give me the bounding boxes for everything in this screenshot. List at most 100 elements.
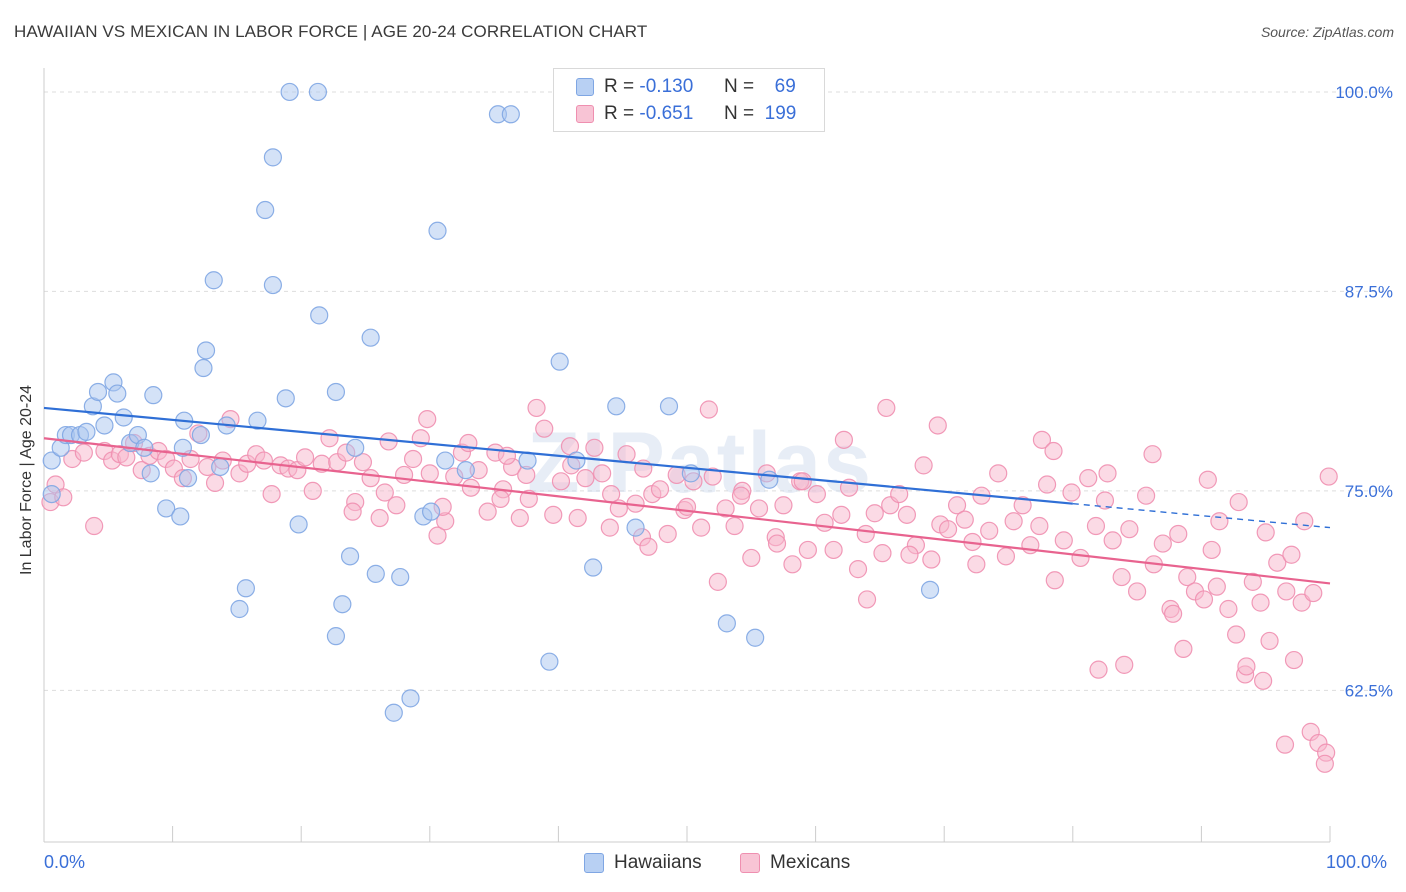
mexicans-point [774, 496, 793, 515]
mexicans-point [544, 505, 563, 524]
hawaiians-point [567, 451, 586, 470]
mexicans-point [658, 524, 677, 544]
mexicans-point [403, 449, 423, 469]
mexicans-point [74, 443, 93, 462]
mexicans-point [576, 469, 595, 488]
mexicans-point [865, 504, 884, 523]
hawaiians-swatch [576, 78, 594, 96]
hawaiians-point [584, 558, 603, 577]
y-tick-label: 100.0% [1335, 83, 1393, 102]
mexicans-point [1089, 660, 1108, 679]
mexicans-point [375, 483, 394, 502]
hawaiians-point [501, 105, 520, 124]
mexicans-point [980, 521, 999, 540]
mexicans-point [1079, 469, 1098, 488]
hawaiians-point [144, 386, 163, 405]
mexicans-point [856, 524, 875, 544]
mexicans-point [692, 518, 711, 537]
hawaiians-point [659, 397, 679, 416]
hawaiians-legend-swatch [584, 853, 604, 873]
r-label: R = [604, 76, 635, 97]
mexicans-point [1282, 545, 1301, 564]
legend-label-hawaiians: Hawaiians [614, 852, 702, 873]
mexicans-point [832, 505, 851, 524]
hawaiians-point [42, 484, 61, 504]
mexicans-point [1268, 553, 1287, 572]
hawaiians-trend-line [43, 406, 1073, 505]
mexicans-point [320, 429, 339, 448]
mexicans-point [1202, 540, 1221, 560]
mexicans-legend-swatch [740, 853, 760, 873]
hawaiians-point [289, 515, 308, 534]
mexicans-point [361, 469, 380, 488]
mexicans-point [394, 465, 414, 485]
n-label: N = [723, 76, 755, 97]
mexicans-point [1210, 512, 1229, 531]
mexicans-point [1137, 486, 1156, 505]
mexicans-point [1207, 577, 1226, 596]
mexicans-point [699, 400, 718, 419]
mexicans-point [1032, 430, 1052, 449]
mexicans-point [1054, 531, 1073, 550]
mexicans-point [303, 481, 322, 501]
hawaiians-point [171, 507, 190, 526]
mexicans-point [428, 526, 447, 545]
hawaiians-point [77, 422, 96, 441]
mexicans-point [1164, 604, 1183, 623]
series-legend: Hawaiians Mexicans [0, 852, 1406, 876]
hawaiians-point [518, 451, 537, 470]
mexicans-point [798, 540, 817, 560]
mexicans-point [967, 555, 986, 574]
mexicans-point [1030, 516, 1049, 536]
mexicans-point [1219, 599, 1238, 619]
mexicans-point [938, 520, 958, 539]
mexicans-point [1098, 464, 1117, 483]
hawaiians-point [308, 82, 328, 102]
hawaiians-point [204, 271, 223, 290]
mexicans-point [551, 472, 571, 491]
mexicans-point [1277, 582, 1296, 601]
y-tick-label: 87.5% [1345, 282, 1393, 301]
hawaiians-point [920, 580, 940, 599]
hawaiians-point [361, 328, 380, 347]
mexicans-point [783, 555, 802, 574]
mexicans-point [353, 453, 373, 472]
mexicans-trend-line [43, 437, 1331, 585]
hawaiians-point [256, 200, 275, 220]
mexicans-point [716, 499, 735, 518]
mexicans-point [900, 545, 919, 564]
mexicans-point [928, 416, 947, 435]
mexicans-point [1198, 470, 1217, 489]
mexicans-point [1304, 583, 1323, 603]
hawaiians-point [326, 627, 346, 646]
mexicans-point [1086, 516, 1106, 536]
mexicans-point [1169, 524, 1188, 544]
mexicans-point [834, 430, 853, 449]
hawaiians-point [421, 502, 441, 521]
mexicans-point [1037, 475, 1057, 494]
mexicans-point [254, 451, 274, 470]
mexicans-point [205, 473, 225, 493]
mexicans-point [1004, 512, 1023, 531]
mexicans-point [535, 419, 554, 438]
mexicans-point [1275, 735, 1295, 754]
mexicans-point [731, 486, 751, 505]
mexicans-point [1295, 512, 1314, 531]
mexicans-point [1227, 625, 1246, 644]
mexicans-point [1251, 593, 1270, 612]
hawaiians-point [540, 652, 559, 671]
mexicans-point [1045, 571, 1064, 590]
mexicans-point [478, 502, 497, 521]
mexicans-point [947, 496, 967, 515]
y-tick-label: 62.5% [1345, 681, 1393, 700]
mexicans-point [387, 496, 406, 515]
hawaiians-point [157, 499, 176, 518]
y-tick-labels: 62.5% 75.0% 87.5% 100.0% [1335, 83, 1393, 700]
y-tick-label: 75.0% [1345, 482, 1393, 501]
hawaiians-point [384, 703, 403, 722]
source-label: Source: ZipAtlas.com [1260, 24, 1394, 40]
hawaiians-point [114, 408, 133, 427]
n-value: 69 [774, 76, 796, 97]
mexicans-point [1194, 590, 1214, 609]
